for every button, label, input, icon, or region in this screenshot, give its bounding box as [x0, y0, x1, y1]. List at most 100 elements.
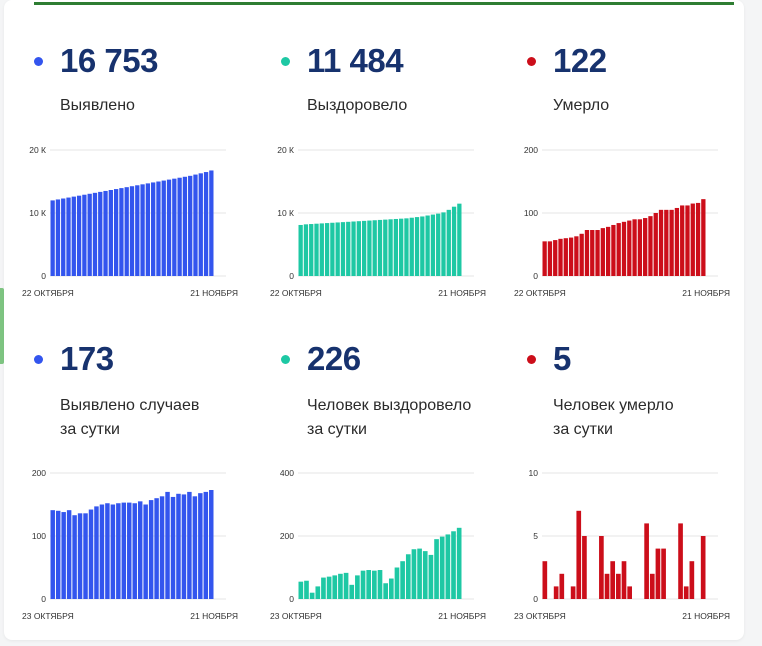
- bar: [135, 185, 140, 276]
- bar: [55, 510, 61, 599]
- bar: [695, 202, 701, 276]
- bar: [558, 238, 563, 276]
- chart-died-total: 0 100 200 22 ОКТЯБРЯ 21 НОЯБРЯ: [514, 145, 730, 298]
- bar: [119, 188, 124, 276]
- panel-detected-total: 16 753 Выявлено: [34, 30, 274, 330]
- bar: [137, 501, 143, 599]
- bar: [50, 200, 55, 276]
- bar: [414, 217, 420, 276]
- bar: [140, 184, 145, 276]
- bar: [425, 215, 430, 276]
- bar: [377, 570, 383, 599]
- bar: [361, 220, 367, 277]
- x-tick-label: 21 НОЯБРЯ: [682, 611, 730, 621]
- bar: [599, 536, 604, 599]
- bar: [314, 223, 319, 276]
- stat-label: Выздоровело: [307, 97, 408, 114]
- stat-label: Выявлено: [60, 97, 135, 114]
- bar: [159, 496, 165, 599]
- bar: [621, 221, 627, 276]
- y-tick-label: 10 К: [29, 208, 46, 218]
- bar: [326, 576, 332, 599]
- bar: [383, 219, 388, 276]
- bar: [616, 223, 621, 276]
- bar: [653, 213, 658, 276]
- bar: [680, 205, 685, 276]
- bar: [87, 193, 92, 276]
- accent-top-line: [34, 2, 734, 5]
- bar: [99, 504, 105, 599]
- dot-icon: [281, 57, 290, 66]
- stat-value: 122: [553, 42, 607, 79]
- bar: [349, 584, 355, 599]
- bar: [605, 226, 611, 276]
- bar: [156, 181, 161, 276]
- bar: [66, 510, 72, 599]
- x-tick-label: 23 ОКТЯБРЯ: [514, 611, 566, 621]
- bar: [420, 216, 425, 276]
- bar: [132, 503, 137, 599]
- bar: [182, 176, 188, 276]
- bar: [685, 205, 690, 276]
- bar: [590, 230, 595, 276]
- bar: [92, 192, 98, 276]
- dot-icon: [527, 355, 536, 364]
- bar: [298, 224, 303, 276]
- dot-icon: [34, 57, 43, 66]
- y-tick-label: 200: [524, 145, 538, 155]
- bar: [649, 573, 655, 599]
- panel-recovered-daily: 226 Человек выздоровело за сутки: [281, 328, 521, 628]
- bar: [388, 578, 394, 599]
- bar: [632, 219, 637, 276]
- side-decoration: [0, 288, 4, 364]
- bar: [621, 561, 627, 599]
- stat-label: Человек умерло за сутки: [553, 397, 674, 438]
- bar: [88, 509, 94, 599]
- bar: [309, 224, 314, 276]
- bar: [71, 196, 76, 276]
- bar: [456, 527, 462, 599]
- bar: [372, 220, 377, 276]
- x-tick-label: 22 ОКТЯБРЯ: [514, 288, 566, 298]
- bar: [103, 190, 108, 276]
- bar: [409, 217, 414, 276]
- bar: [335, 222, 340, 276]
- bar: [360, 570, 366, 599]
- bar: [55, 199, 61, 276]
- bar: [394, 567, 400, 599]
- stat-label: Человек выздоровело за сутки: [307, 397, 472, 438]
- bar: [383, 583, 388, 599]
- bar: [170, 496, 176, 599]
- bar: [76, 195, 82, 276]
- bar: [108, 190, 113, 276]
- bar: [143, 504, 148, 599]
- bar: [542, 561, 548, 599]
- bar: [121, 502, 127, 599]
- bar: [457, 203, 462, 276]
- bar: [66, 197, 71, 276]
- y-tick-label: 0: [289, 594, 294, 604]
- bar: [113, 189, 119, 276]
- bar: [50, 510, 55, 599]
- bar: [611, 224, 616, 276]
- bar: [346, 221, 351, 276]
- bar: [166, 179, 172, 276]
- bar: [177, 177, 182, 276]
- bar: [105, 503, 110, 599]
- bar: [627, 586, 632, 599]
- bar: [176, 493, 181, 599]
- bar: [579, 233, 584, 276]
- bar: [198, 173, 203, 276]
- bar: [542, 241, 547, 276]
- bar: [340, 222, 346, 276]
- y-tick-label: 200: [32, 468, 46, 478]
- dot-icon: [281, 355, 290, 364]
- bar: [61, 198, 66, 276]
- x-tick-label: 21 НОЯБРЯ: [190, 288, 238, 298]
- bar: [683, 586, 689, 599]
- bar: [309, 592, 315, 599]
- bar: [559, 573, 565, 599]
- bar: [643, 218, 648, 276]
- bar: [77, 513, 83, 599]
- y-tick-label: 0: [533, 594, 538, 604]
